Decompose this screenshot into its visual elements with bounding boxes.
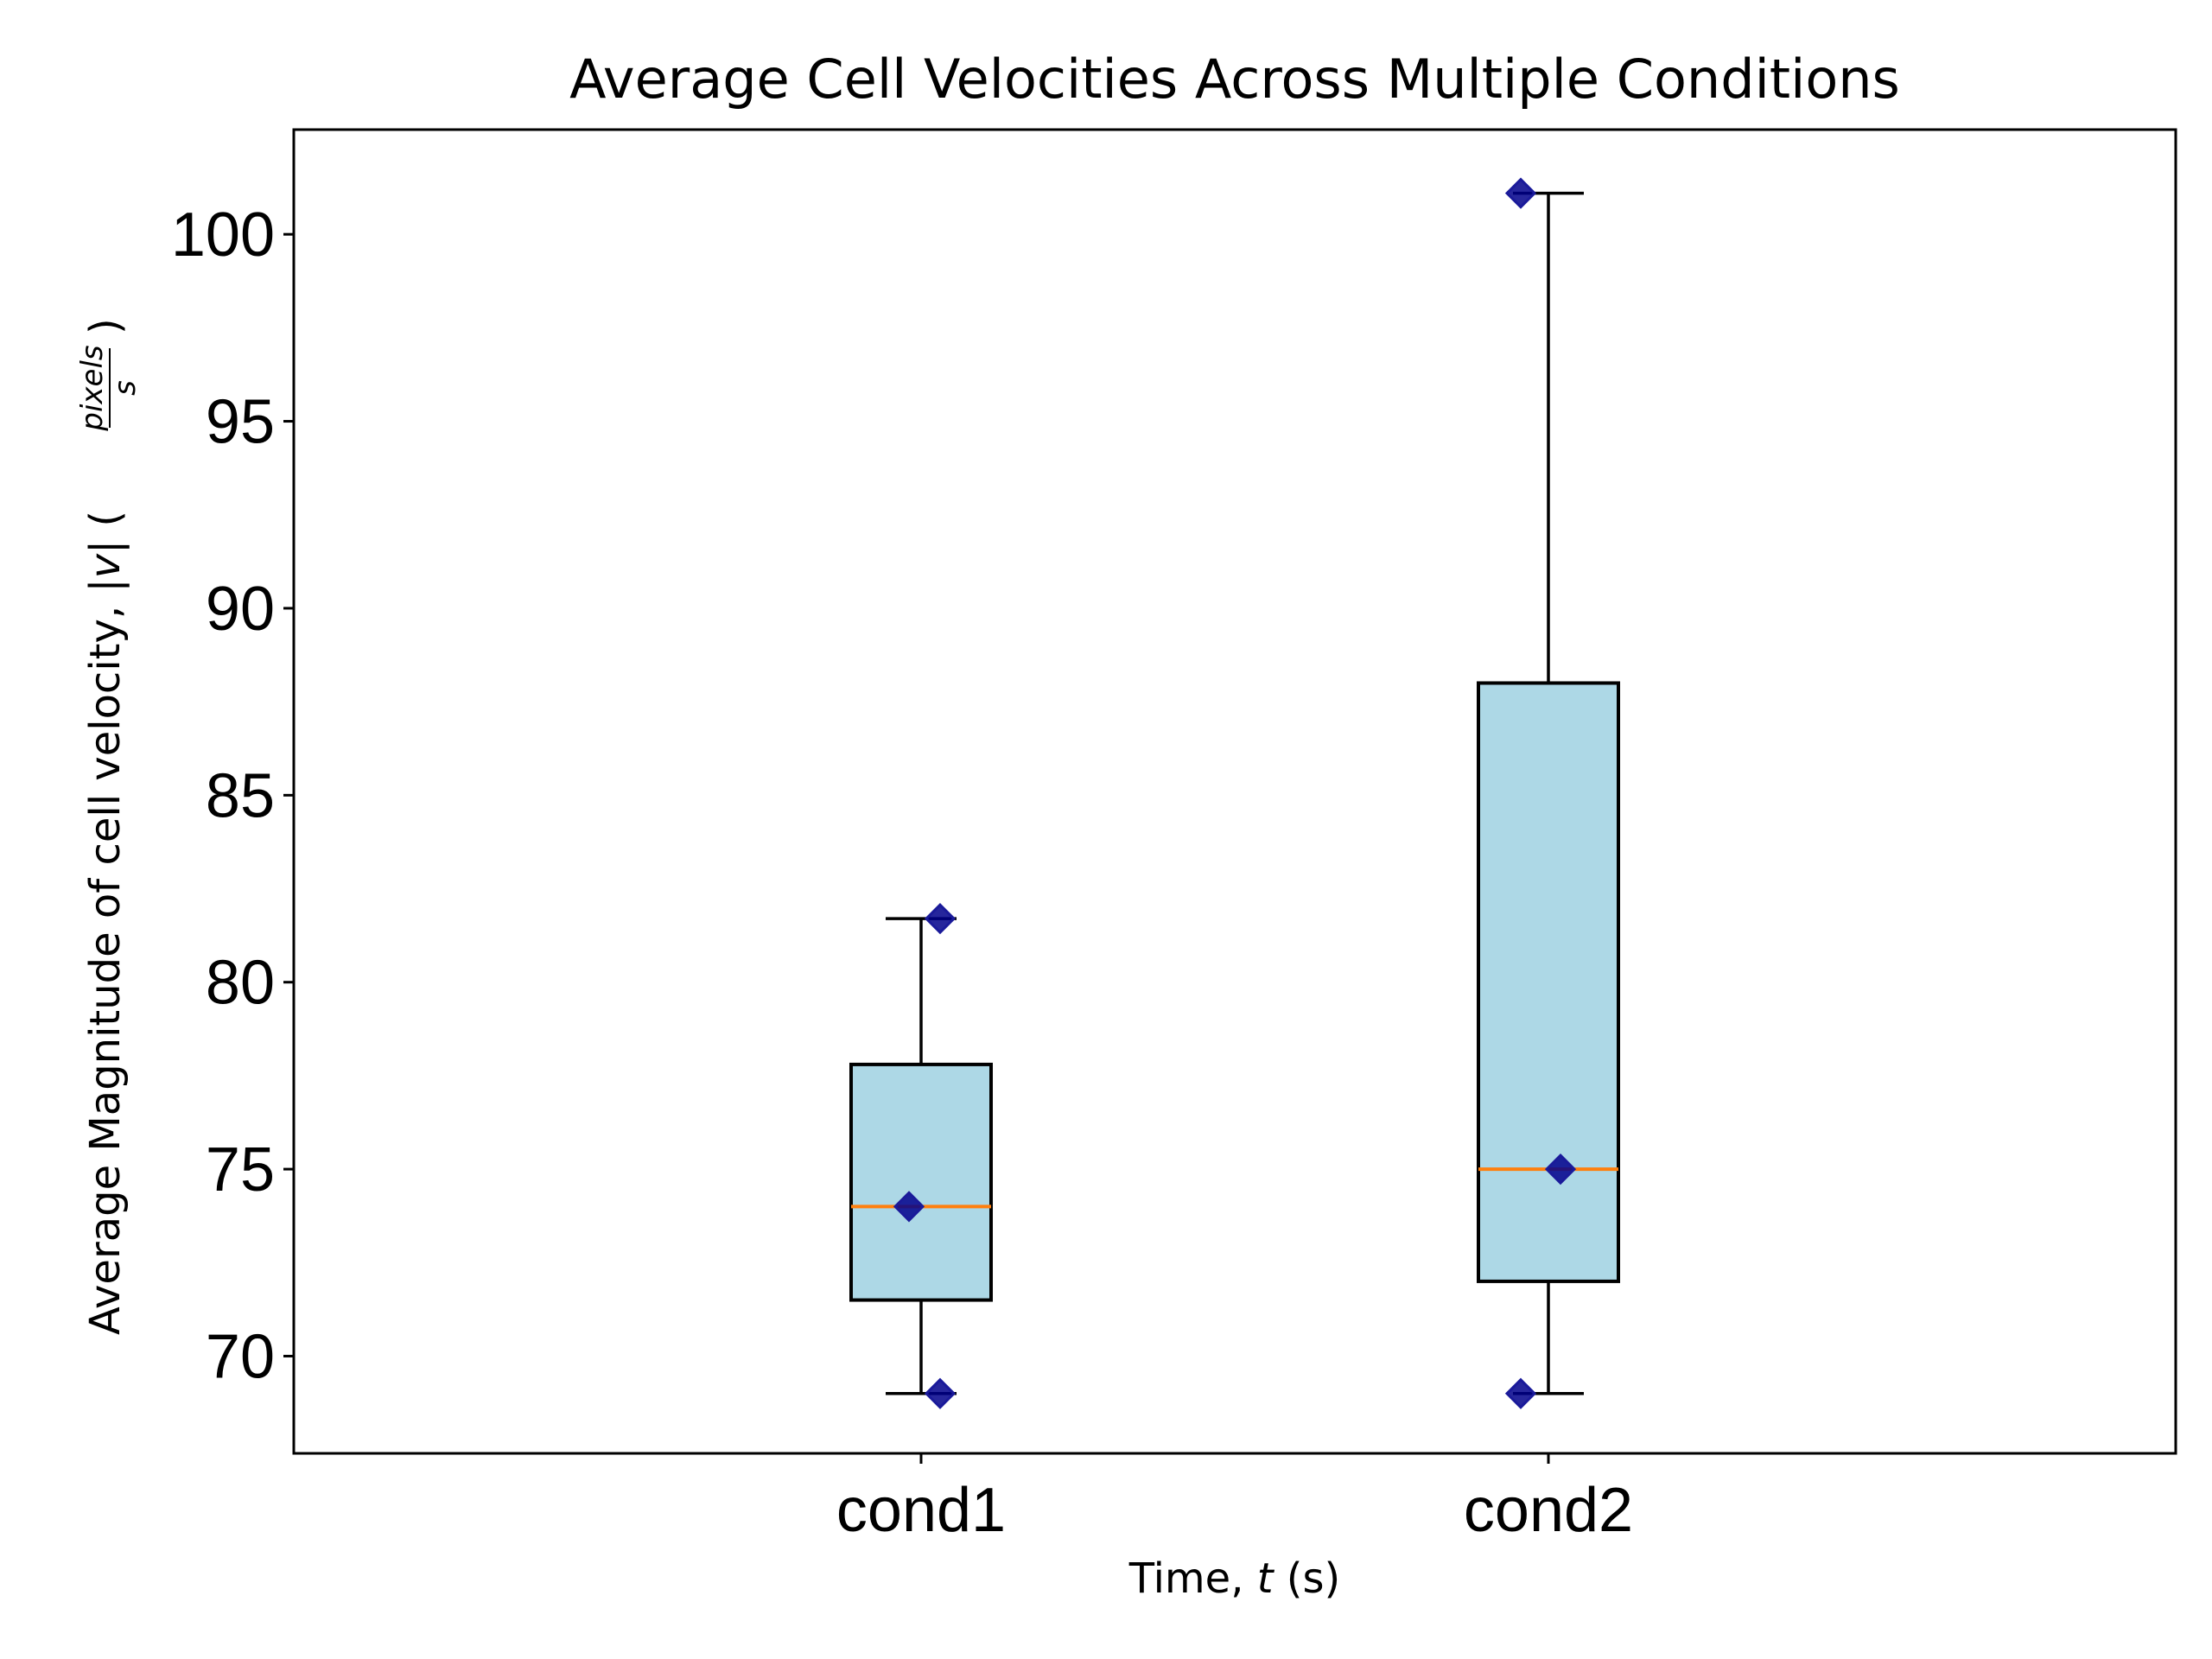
y-tick-label: 95 [206, 388, 275, 457]
x-tick-label: cond2 [1464, 1476, 1633, 1545]
y-axis-unit-close: ) [81, 318, 130, 334]
iqr-box [849, 1062, 993, 1302]
y-axis-unit-numerator: pixels [75, 345, 110, 431]
plot-frame [292, 128, 2177, 1455]
data-point [924, 1377, 957, 1409]
y-tick-label: 85 [206, 761, 275, 830]
y-tick-label: 90 [206, 575, 275, 644]
y-tick-label: 75 [206, 1135, 275, 1205]
x-axis: cond1 cond2 [836, 1453, 1633, 1545]
iqr-box [1477, 681, 1620, 1283]
y-axis-label: Average Magnitude of cell velocity, |v| … [75, 318, 143, 1335]
data-point [893, 1191, 925, 1223]
data-point [924, 903, 957, 935]
box-cond2 [1477, 177, 1620, 1409]
y-tick-label: 100 [171, 200, 275, 270]
x-axis-label: Time, t (s) [1128, 1554, 1341, 1603]
data-point [1504, 177, 1537, 209]
chart-title: Average Cell Velocities Across Multiple … [569, 48, 1900, 111]
y-tick-label: 80 [206, 949, 275, 1018]
svg-text:Average Magnitude of cell velo: Average Magnitude of cell velocity, |v| … [81, 511, 130, 1335]
y-axis-unit-denominator: s [108, 380, 143, 396]
data-point [1544, 1153, 1577, 1185]
x-tick-label: cond1 [836, 1476, 1006, 1545]
y-tick-label: 70 [206, 1322, 275, 1391]
data-point [1504, 1377, 1537, 1409]
plot-area [849, 177, 1620, 1409]
box-cond1 [849, 903, 993, 1409]
y-axis: 70 75 80 85 90 95 100 [171, 200, 294, 1391]
